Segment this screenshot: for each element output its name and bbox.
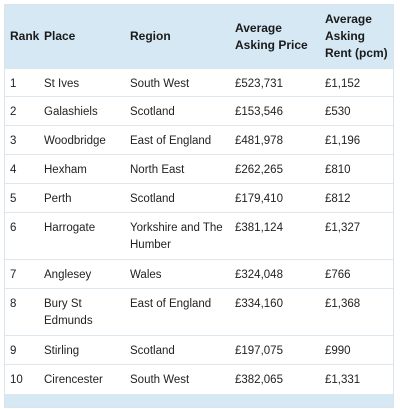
cell-region: South West xyxy=(126,68,231,97)
table-row: 8 Bury St Edmunds East of England £334,1… xyxy=(5,288,393,336)
cell-rank: 5 xyxy=(5,183,40,213)
cell-place: Anglesey xyxy=(40,259,126,289)
cell-price: £197,075 xyxy=(231,335,321,365)
cell-price: £179,410 xyxy=(231,183,321,213)
cell-rank: 10 xyxy=(5,364,40,394)
cell-price: £481,978 xyxy=(231,125,321,155)
cell-region: East of England xyxy=(126,288,231,336)
cell-rent: £1,152 xyxy=(321,68,393,97)
table-header: Rank Place Region Average Asking Price A… xyxy=(5,5,393,69)
cell-region: East of England xyxy=(126,125,231,155)
cell-region: North East xyxy=(126,154,231,184)
cell-region: Scotland xyxy=(126,96,231,126)
header-rank: Rank xyxy=(5,5,40,69)
table-row: 2 Galashiels Scotland £153,546 £530 xyxy=(5,96,393,126)
header-region: Region xyxy=(126,5,231,69)
table-row: 4 Hexham North East £262,265 £810 xyxy=(5,154,393,184)
cell-rent: £812 xyxy=(321,183,393,213)
header-row: Rank Place Region Average Asking Price A… xyxy=(5,5,393,69)
cell-region: South West xyxy=(126,364,231,394)
cell-place: Stirling xyxy=(40,335,126,365)
cell-rank: 1 xyxy=(5,68,40,97)
cell-region: Wales xyxy=(126,259,231,289)
table-row: 10 Cirencester South West £382,065 £1,33… xyxy=(5,364,393,394)
cell-place: Hexham xyxy=(40,154,126,184)
cell-rank: 9 xyxy=(5,335,40,365)
cell-place: St Ives xyxy=(40,68,126,97)
cell-place: Woodbridge xyxy=(40,125,126,155)
cell-rank: 3 xyxy=(5,125,40,155)
cell-price: £153,546 xyxy=(231,96,321,126)
table-row: 3 Woodbridge East of England £481,978 £1… xyxy=(5,125,393,155)
cell-place: Harrogate xyxy=(40,212,126,260)
table-footer-band xyxy=(5,393,393,407)
cell-rent: £1,327 xyxy=(321,212,393,260)
table-body: 1 St Ives South West £523,731 £1,152 2 G… xyxy=(5,68,393,394)
cell-rank: 7 xyxy=(5,259,40,289)
cell-rank: 8 xyxy=(5,288,40,336)
cell-rank: 2 xyxy=(5,96,40,126)
cell-region: Scotland xyxy=(126,335,231,365)
cell-rent: £990 xyxy=(321,335,393,365)
header-rent: Average Asking Rent (pcm) xyxy=(321,5,393,69)
cell-rank: 4 xyxy=(5,154,40,184)
rankings-table-container: Rank Place Region Average Asking Price A… xyxy=(4,4,394,408)
cell-price: £382,065 xyxy=(231,364,321,394)
cell-price: £324,048 xyxy=(231,259,321,289)
header-price: Average Asking Price xyxy=(231,5,321,69)
cell-place: Perth xyxy=(40,183,126,213)
cell-region: Scotland xyxy=(126,183,231,213)
cell-rent: £1,368 xyxy=(321,288,393,336)
cell-place: Cirencester xyxy=(40,364,126,394)
cell-rent: £766 xyxy=(321,259,393,289)
cell-rent: £810 xyxy=(321,154,393,184)
cell-rank: 6 xyxy=(5,212,40,260)
header-place: Place xyxy=(40,5,126,69)
rankings-table: Rank Place Region Average Asking Price A… xyxy=(5,5,393,394)
table-row: 1 St Ives South West £523,731 £1,152 xyxy=(5,68,393,97)
cell-price: £381,124 xyxy=(231,212,321,260)
cell-place: Galashiels xyxy=(40,96,126,126)
cell-price: £262,265 xyxy=(231,154,321,184)
table-row: 9 Stirling Scotland £197,075 £990 xyxy=(5,335,393,365)
cell-rent: £1,196 xyxy=(321,125,393,155)
cell-price: £334,160 xyxy=(231,288,321,336)
cell-place: Bury St Edmunds xyxy=(40,288,126,336)
table-row: 6 Harrogate Yorkshire and The Humber £38… xyxy=(5,212,393,260)
cell-rent: £1,331 xyxy=(321,364,393,394)
table-row: 7 Anglesey Wales £324,048 £766 xyxy=(5,259,393,289)
cell-price: £523,731 xyxy=(231,68,321,97)
cell-rent: £530 xyxy=(321,96,393,126)
table-row: 5 Perth Scotland £179,410 £812 xyxy=(5,183,393,213)
cell-region: Yorkshire and The Humber xyxy=(126,212,231,260)
